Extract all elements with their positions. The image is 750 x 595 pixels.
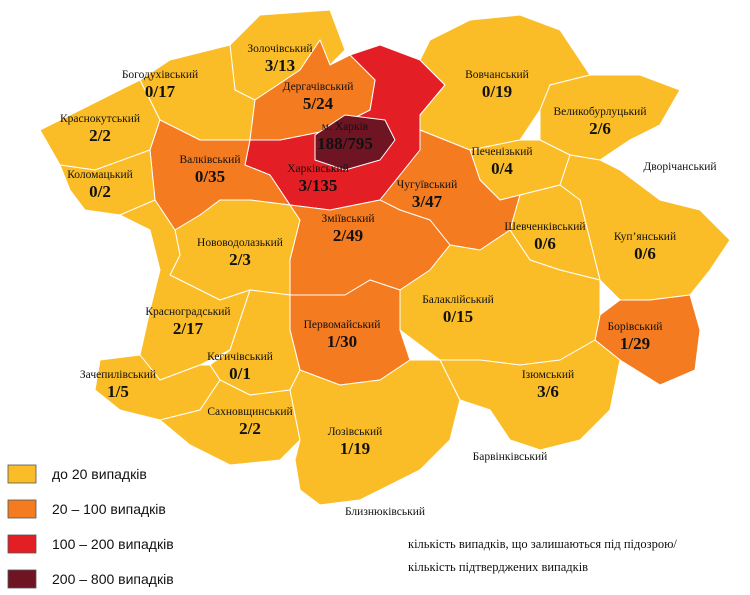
district-value: 0/1	[229, 364, 251, 383]
district-name: Краснокутський	[60, 113, 140, 125]
district-name: Чугуївський	[397, 179, 458, 191]
legend-label: 100 – 200 випадків	[52, 536, 174, 552]
district-value: 3/135	[299, 176, 338, 195]
district-value: 2/2	[89, 126, 111, 145]
district-value: 0/2	[89, 182, 111, 201]
district-name: Коломацький	[67, 169, 133, 181]
district	[249, 39, 376, 141]
note-line: кількість підтверджених випадків	[408, 560, 588, 574]
legend-swatch	[7, 534, 37, 554]
district-name: Печенізький	[471, 146, 532, 158]
district-value: 0/6	[534, 234, 556, 253]
district-name: Нововодолазький	[197, 237, 283, 249]
district	[299, 439, 461, 551]
district-name: Золочівський	[247, 43, 312, 55]
district-name: Борівський	[608, 321, 663, 333]
district-name: Валківський	[179, 154, 240, 166]
district-name: м. Харків	[322, 121, 369, 133]
district-name: Дергачівський	[283, 81, 354, 93]
district-value: 0/19	[482, 82, 512, 101]
district-value: 188/795	[317, 134, 373, 153]
district-value: 0/35	[195, 167, 225, 186]
district-value: 1/19	[340, 439, 370, 458]
district-value: 0/4	[491, 159, 513, 178]
district-value: 2/17	[173, 319, 204, 338]
district-value: 0/15	[443, 307, 473, 326]
district-name: Ізюмський	[522, 369, 574, 381]
district-name: Сахновщинський	[207, 406, 292, 418]
district-name: Лозівський	[328, 426, 383, 438]
district-name: Барвінківський	[473, 451, 548, 463]
district-name: Куп’янський	[614, 231, 676, 243]
district-name: Харківський	[287, 163, 349, 175]
district-name: Великобурлуцький	[554, 106, 647, 118]
legend-swatch	[7, 464, 37, 484]
legend-label: 20 – 100 випадків	[52, 501, 166, 517]
district-value: 1/5	[107, 382, 129, 401]
legend-label: 200 – 800 випадків	[52, 571, 174, 587]
district-name: Близнюківський	[345, 506, 425, 518]
district-name: Зачепилівський	[80, 369, 156, 381]
district-value: 2/49	[333, 226, 363, 245]
district-value: 5/24	[303, 94, 334, 113]
district-value: 3/13	[265, 56, 295, 75]
legend-swatch	[7, 569, 37, 589]
district-value: 0/6	[634, 244, 656, 263]
district-value: 2/3	[229, 250, 251, 269]
legend-label: до 20 випадків	[52, 466, 147, 482]
district-name: Шевченківський	[504, 221, 585, 233]
district-name: Зміївський	[321, 213, 374, 225]
district-value: 1/30	[327, 332, 357, 351]
district-value: 2/2	[239, 419, 261, 438]
note-line: кількість випадків, що залишаються під п…	[408, 537, 677, 551]
district-value: 0/17	[145, 82, 176, 101]
regions	[39, 9, 741, 551]
district-value: 1/29	[620, 334, 650, 353]
district-value: 3/47	[412, 192, 443, 211]
district-name: Красноградський	[145, 306, 230, 318]
district-name: Балаклійський	[422, 294, 494, 306]
district-name: Первомайський	[304, 319, 381, 331]
district-value: 2/6	[589, 119, 611, 138]
district-name: Богодухівський	[122, 69, 198, 81]
district-name: Кегичівський	[207, 351, 273, 363]
district-value: 3/6	[537, 382, 559, 401]
district	[314, 114, 396, 171]
legend-swatch	[7, 499, 37, 519]
district-name: Вовчанський	[465, 69, 529, 81]
district-name: Дворічанський	[643, 161, 716, 173]
